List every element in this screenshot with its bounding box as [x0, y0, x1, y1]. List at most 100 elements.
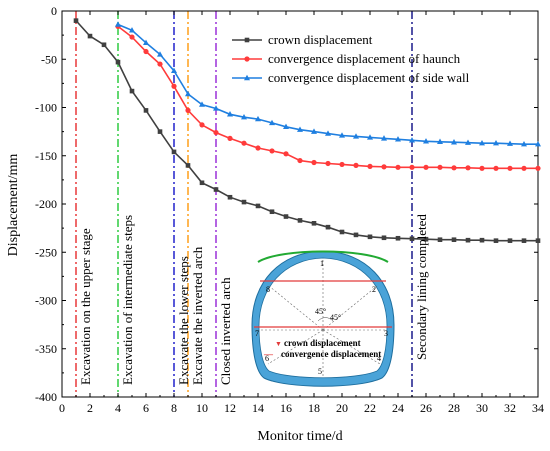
x-tick-label: 18	[308, 401, 320, 415]
inset-point-label: 1	[320, 259, 324, 268]
legend-label-0: crown displacement	[268, 32, 373, 47]
data-point	[129, 27, 135, 33]
data-point	[171, 149, 177, 155]
data-point	[423, 164, 429, 170]
data-point	[535, 140, 541, 147]
data-point	[213, 187, 219, 192]
legend-marker-1	[244, 56, 250, 62]
data-point	[395, 164, 401, 170]
data-point	[171, 67, 177, 74]
data-point	[213, 105, 219, 111]
x-tick-label: 16	[280, 401, 292, 415]
data-point	[325, 130, 331, 136]
stage-label-3: Excavate the inverted arch	[190, 246, 205, 385]
inset-angle-arc	[317, 317, 334, 322]
data-point	[339, 229, 345, 235]
stage-label-2: Excavate the lower steps	[176, 256, 191, 385]
data-point	[437, 164, 443, 170]
y-tick-label: -350	[35, 342, 57, 356]
data-point	[353, 162, 359, 168]
legend-marker-0	[244, 37, 250, 43]
data-point	[297, 126, 303, 132]
inset-radial-line	[322, 329, 381, 365]
data-point	[521, 140, 527, 147]
x-tick-label: 0	[59, 401, 65, 415]
series-layer	[73, 18, 541, 243]
data-point	[451, 165, 457, 171]
data-point	[311, 221, 317, 226]
x-tick-label: 4	[115, 401, 121, 415]
legend-marker-2	[244, 74, 250, 81]
inset-legend-symbol: —	[263, 349, 274, 359]
data-point	[199, 122, 205, 128]
data-point	[269, 148, 275, 154]
data-point	[115, 59, 121, 65]
inset-legend-symbol: ▼	[275, 340, 282, 348]
data-point	[381, 135, 387, 141]
data-point	[199, 180, 205, 186]
data-point	[241, 140, 247, 146]
inset-point-label: 7	[255, 329, 259, 338]
data-point	[423, 138, 429, 144]
data-point	[157, 129, 163, 134]
y-tick-label: -250	[35, 245, 57, 259]
data-point	[185, 107, 191, 113]
data-point	[325, 160, 331, 167]
stage-label-4: Closed inverted arch	[218, 277, 233, 385]
data-point	[479, 237, 485, 243]
x-tick-label: 26	[420, 401, 432, 415]
data-point	[241, 113, 247, 120]
data-point	[129, 88, 135, 94]
data-point	[507, 165, 513, 171]
data-point	[465, 165, 471, 171]
data-point	[465, 237, 471, 243]
data-point	[171, 83, 177, 89]
data-point	[143, 48, 149, 55]
inset-angle-label: 45°	[315, 307, 326, 316]
x-tick-label: 12	[224, 401, 236, 415]
data-point	[199, 101, 205, 107]
inset-radial-line	[267, 329, 324, 365]
data-point	[521, 238, 527, 243]
data-point	[241, 199, 247, 205]
data-point	[451, 237, 457, 243]
tunnel-inset: 1 2 3 4 5 6 7 8 45° 45° ▼ crown displacement — conver…	[251, 250, 395, 387]
y-tick-label: -400	[35, 390, 57, 404]
data-point	[395, 235, 401, 241]
data-point	[353, 232, 359, 238]
data-point	[409, 164, 415, 170]
data-point	[101, 42, 107, 48]
x-tick-label: 8	[171, 401, 177, 415]
series-2	[115, 21, 541, 147]
data-point	[493, 165, 499, 171]
data-point	[255, 203, 261, 209]
data-point	[437, 138, 443, 144]
stage-label-5: Secondary lining completed	[414, 214, 429, 360]
inset-legend-label: crown displacement	[284, 338, 361, 348]
data-point	[297, 218, 303, 223]
stage-label-0: Excavation on the upper stage	[78, 228, 93, 385]
data-point	[409, 137, 415, 143]
axes: 0 2 4 6 8 10 12 14 16 18 20 22 24 26 28 30 32 340-50-100-…	[35, 4, 544, 415]
data-point	[339, 132, 345, 138]
data-point	[507, 238, 513, 243]
y-tick-label: -200	[35, 197, 57, 211]
data-point	[479, 140, 485, 146]
inset-point-label: 8	[266, 285, 270, 294]
data-point	[185, 163, 191, 168]
data-point	[255, 145, 261, 151]
x-tick-label: 2	[87, 401, 93, 415]
data-point	[535, 238, 541, 243]
data-point	[521, 165, 527, 171]
data-point	[367, 234, 373, 240]
x-tick-label: 10	[196, 401, 208, 415]
series-line-0	[75, 20, 538, 242]
data-point	[367, 163, 373, 169]
inset-point-label: 3	[384, 329, 388, 338]
data-point	[339, 161, 345, 168]
data-point	[283, 214, 289, 219]
data-point	[353, 133, 359, 139]
legend-label-2: convergence displacement of side wall	[268, 70, 470, 85]
data-point	[157, 51, 163, 57]
inset-angle-label: 45°	[330, 313, 341, 322]
